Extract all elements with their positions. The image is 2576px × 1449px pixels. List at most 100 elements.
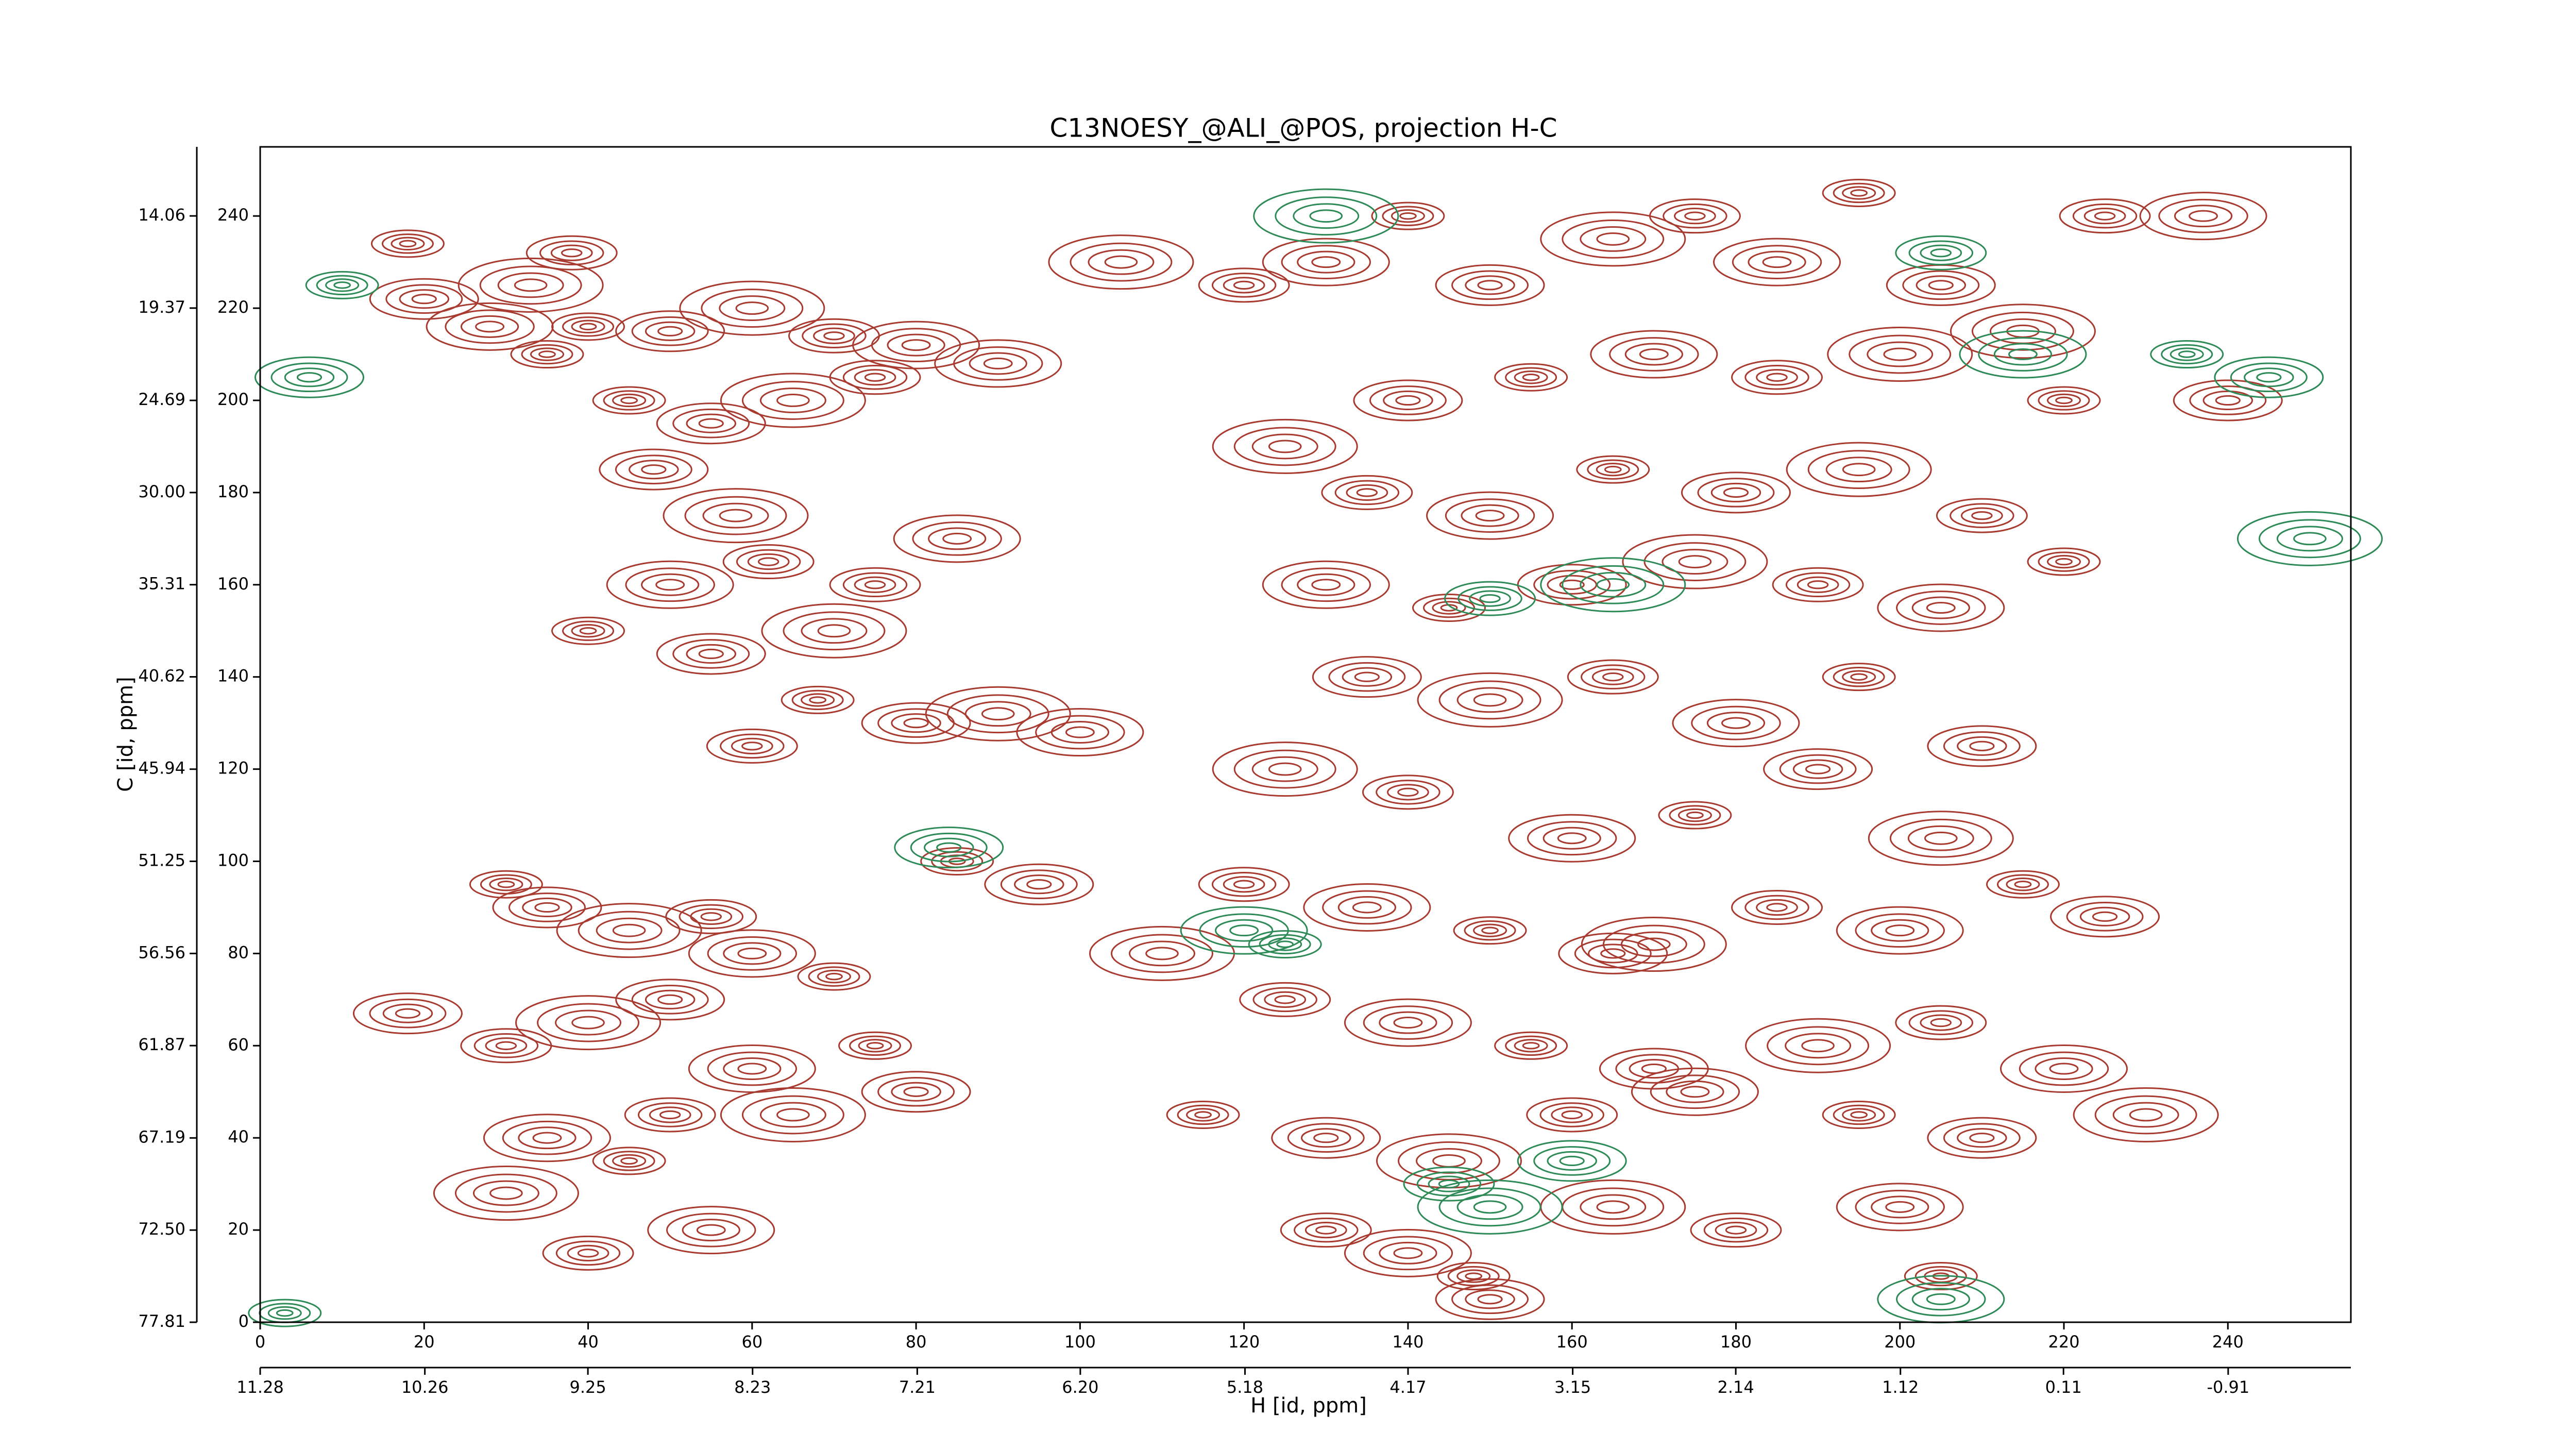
contour-ring — [2079, 906, 2130, 926]
contour-ring — [707, 1051, 798, 1086]
contour-ring — [1166, 1100, 1240, 1129]
contour-ring — [1678, 555, 1712, 568]
contour-ring — [645, 989, 696, 1009]
contour-ring — [1957, 1128, 2007, 1148]
contour-ring — [1233, 880, 1255, 889]
contour-ring — [624, 1097, 716, 1133]
contour-ring — [615, 310, 725, 352]
contour-ring — [1458, 586, 1522, 611]
contour-peak — [1731, 360, 1823, 395]
contour-ring — [426, 302, 554, 351]
contour-ring — [370, 229, 445, 258]
contour-ring — [1435, 1278, 1545, 1320]
contour-peak — [1590, 330, 1718, 379]
contour-ring — [1622, 534, 1768, 589]
contour-ring — [1731, 360, 1823, 395]
contour-ring — [445, 309, 535, 344]
contour-ring — [1842, 186, 1876, 200]
contour-peak — [1540, 211, 1686, 267]
contour-ring — [1871, 1195, 1929, 1219]
contour-ring — [1383, 390, 1433, 411]
contour-ring — [838, 1031, 912, 1060]
contour-ring — [1767, 1026, 1870, 1066]
contour-peak — [2139, 192, 2267, 241]
contour-ring — [1926, 601, 1956, 614]
y2-tick-label: 77.81 — [138, 1311, 185, 1331]
x2-tick-label: 7.21 — [899, 1377, 936, 1397]
contour-ring — [1674, 208, 1716, 225]
contour-ring — [1251, 756, 1318, 782]
contour-ring — [823, 331, 845, 341]
contour-ring — [1456, 1194, 1523, 1220]
contour-ring — [1908, 1010, 1974, 1035]
contour-ring — [1451, 1284, 1529, 1315]
contour-ring — [1281, 245, 1371, 279]
contour-ring — [1855, 913, 1945, 948]
contour-ring — [1233, 280, 1255, 290]
y2-tick-label: 56.56 — [138, 942, 185, 962]
contour-peak — [2027, 386, 2101, 415]
contour-ring — [1624, 343, 1683, 366]
contour-ring — [267, 1306, 302, 1320]
contour-ring — [1786, 442, 1932, 497]
contour-peak — [2000, 1044, 2128, 1093]
contour-ring — [706, 728, 798, 764]
contour-peak — [1494, 363, 1568, 392]
contour-peak — [1986, 870, 2060, 899]
contour-ring — [686, 413, 737, 433]
contour-ring — [612, 923, 646, 937]
contour-ring — [1691, 705, 1781, 740]
contour-ring — [1547, 575, 1597, 595]
contour-ring — [1465, 1272, 1483, 1280]
contour-ring — [891, 713, 941, 733]
contour-ring — [1850, 1111, 1868, 1119]
contour-ring — [1581, 664, 1646, 689]
contour-ring — [1895, 1005, 1987, 1040]
contour-ring — [1855, 1190, 1945, 1224]
contour-peak — [1681, 471, 1791, 514]
contour-peak — [656, 633, 766, 675]
contour-ring — [842, 572, 908, 598]
contour-ring — [2214, 356, 2324, 398]
contour-ring — [1428, 1175, 1470, 1192]
contour-ring — [2236, 511, 2383, 566]
contour-ring — [1048, 234, 1194, 290]
contour-ring — [1014, 874, 1064, 895]
contour-ring — [1211, 871, 1277, 897]
contour-peak — [1731, 889, 1823, 925]
contour-peak — [1262, 560, 1390, 609]
contour-ring — [983, 357, 1013, 369]
contour-ring — [1287, 1123, 1365, 1153]
contour-ring — [1591, 668, 1634, 685]
contour-peak — [1508, 814, 1636, 863]
contour-ring — [1868, 811, 2014, 866]
contour-ring — [1456, 1269, 1491, 1283]
contour-ring — [1772, 567, 1864, 602]
contour-ring — [1540, 557, 1686, 613]
contour-ring — [1920, 244, 1962, 261]
contour-ring — [1936, 498, 2028, 533]
x-tick-label: 200 — [1884, 1332, 1916, 1352]
contour-ring — [1453, 916, 1527, 945]
contour-ring — [492, 886, 602, 929]
contour-ring — [612, 393, 647, 408]
contour-ring — [1354, 671, 1380, 682]
contour-ring — [1681, 471, 1791, 514]
contour-ring — [1473, 1200, 1507, 1214]
contour-peak — [1417, 672, 1563, 728]
contour-ring — [1971, 311, 2074, 351]
contour-ring — [1907, 825, 1974, 851]
contour-ring — [747, 553, 790, 570]
contour-ring — [719, 509, 753, 523]
contour-peak — [829, 567, 921, 602]
contour-ring — [1379, 1241, 1437, 1265]
contour-ring — [1596, 232, 1630, 246]
contour-ring — [1382, 206, 1434, 226]
contour-ring — [647, 1206, 775, 1255]
contour-peak — [599, 448, 709, 491]
contour-ring — [1363, 1005, 1453, 1040]
contour-peak — [1822, 663, 1896, 692]
contour-ring — [615, 979, 725, 1021]
